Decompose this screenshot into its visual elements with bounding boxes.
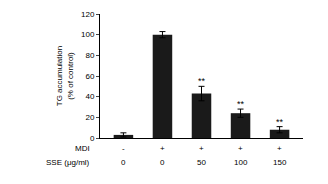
- svg-text:0: 0: [160, 158, 165, 167]
- svg-text:150: 150: [273, 158, 287, 167]
- svg-text:+: +: [238, 144, 243, 153]
- svg-text:MDI: MDI: [75, 144, 90, 153]
- svg-text:**: **: [198, 76, 206, 86]
- svg-text:-: -: [122, 144, 125, 153]
- svg-text:0: 0: [90, 134, 95, 143]
- svg-text:SSE (μg/ml): SSE (μg/ml): [46, 158, 90, 167]
- svg-text:40: 40: [85, 92, 94, 101]
- svg-text:+: +: [277, 144, 282, 153]
- svg-text:+: +: [160, 144, 165, 153]
- svg-text:+: +: [199, 144, 204, 153]
- svg-text:TG accumulation(% of control): TG accumulation(% of control): [55, 46, 74, 106]
- svg-text:50: 50: [197, 158, 206, 167]
- svg-text:0: 0: [121, 158, 126, 167]
- svg-text:60: 60: [85, 72, 94, 81]
- svg-text:120: 120: [81, 10, 95, 19]
- svg-text:100: 100: [81, 30, 95, 39]
- svg-text:80: 80: [85, 51, 94, 60]
- svg-text:**: **: [276, 117, 284, 127]
- svg-text:20: 20: [85, 113, 94, 122]
- svg-text:100: 100: [234, 158, 248, 167]
- svg-text:**: **: [237, 99, 245, 109]
